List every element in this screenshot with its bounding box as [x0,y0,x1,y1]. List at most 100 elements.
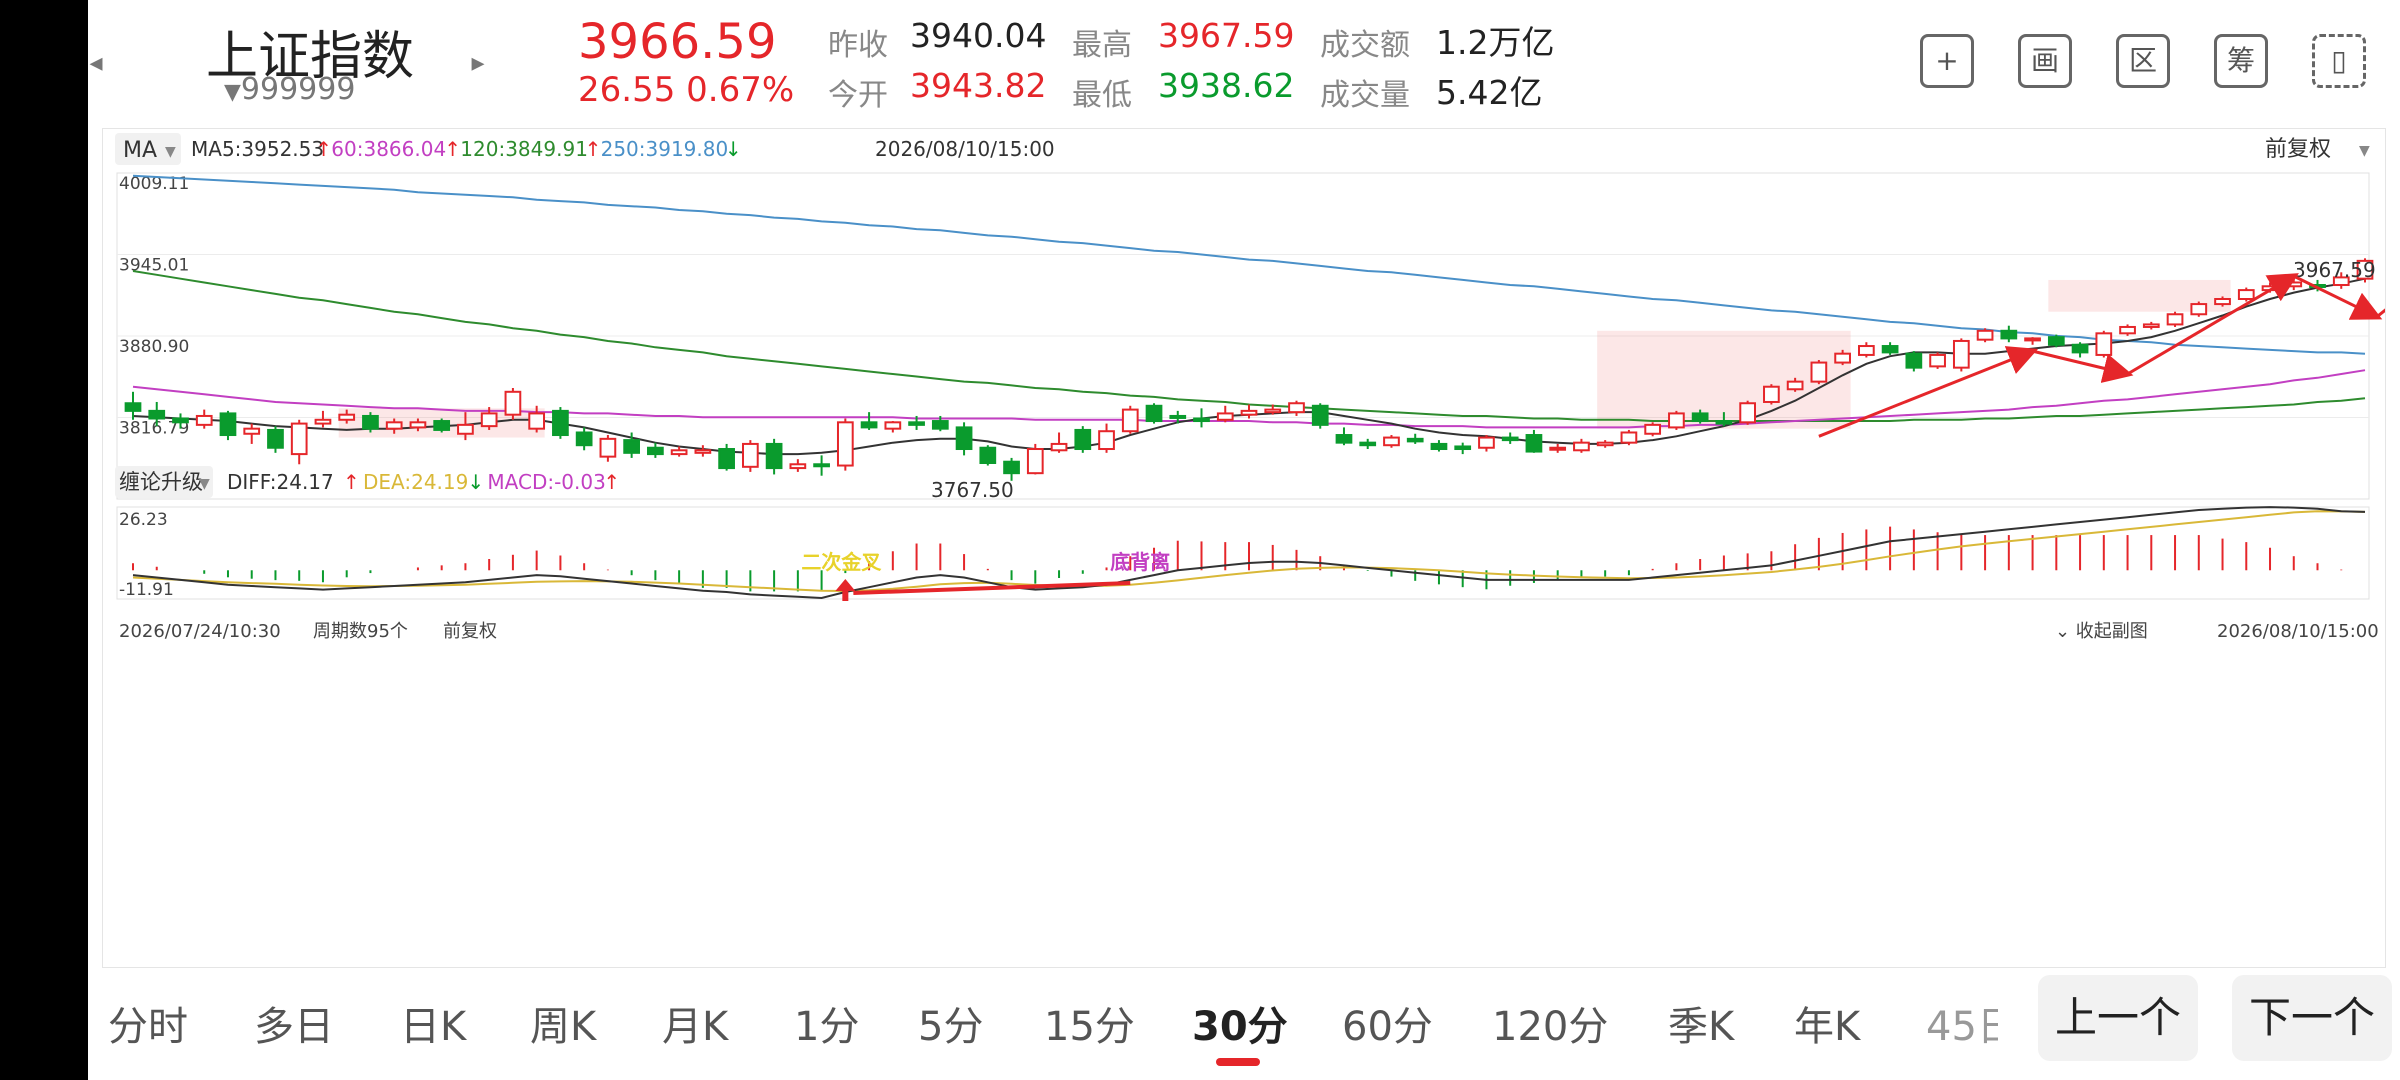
next-stock-arrow-icon[interactable]: ▸ [471,48,485,78]
y-axis-label: 3945.01 [119,256,189,276]
tab-quarter-k[interactable]: 季K [1668,1004,1735,1050]
quote-value-high: 3967.59 [1158,16,1295,55]
tab-120min[interactable]: 120分 [1492,1004,1609,1050]
multi-window-icon[interactable]: ▯ [2312,34,2366,88]
candle-up [599,437,617,458]
candle-up [409,421,427,429]
divergence-line [853,581,1131,595]
candle-up [670,449,688,456]
tab-fenshi[interactable]: 分时 [108,1004,188,1050]
candle-up [1240,409,1258,416]
tab-60min[interactable]: 60分 [1342,1004,1433,1050]
tab-1min[interactable]: 1分 [794,1004,860,1050]
indicator-button [115,466,213,498]
chips-icon[interactable]: 筹 [2214,34,2268,88]
buy-signal-icon [835,579,856,591]
indicator-dropdown-icon: ▼ [199,476,210,492]
prev-stock-arrow-icon[interactable]: ◂ [89,48,103,78]
candle-down [908,421,925,426]
macd-top-label: 26.23 [119,510,168,530]
candle-down [552,409,569,437]
golden-cross-label: 二次金叉 [801,550,882,574]
candle-down [1905,352,1923,369]
tab-45day[interactable]: 45日 [1926,1004,1998,1050]
current-price: 3966.59 [578,14,777,70]
period-count: 周期数95个 [313,621,408,642]
quote-value-prev-close: 3940.04 [910,16,1047,55]
candle-up [1383,436,1400,447]
tab-year-k[interactable]: 年K [1794,1004,1861,1050]
quote-label-open: 今开 [828,78,888,113]
tab-5min[interactable]: 5分 [918,1004,984,1050]
candle-up [2166,313,2184,326]
tab-week-k[interactable]: 周K [530,1004,597,1050]
change-amount: 26.55 [578,70,676,110]
candle-down [1430,442,1448,451]
range-icon[interactable]: 区 [2116,34,2170,88]
plus-icon[interactable]: + [1920,34,1974,88]
candle-up [1952,339,1970,369]
candle-down [1715,420,1733,425]
ma-arrow-3: ↓ [725,137,742,161]
period-tabs: 分时 多日 日K 周K 月K 1分 5分 15分 30分 60分 120分 季K… [88,980,2400,1070]
adjust-dropdown-icon: ▼ [2359,143,2370,159]
candle-up [2237,289,2255,300]
candle-up [2356,259,2374,280]
start-datetime: 2026/07/24/10:30 [119,621,281,642]
ma-arrow-1: ↑ [444,137,461,161]
dea-line [132,510,2366,593]
candle-up [1121,408,1139,433]
adjust-label: 前复权 [2265,137,2331,162]
y-axis-label: 3880.90 [119,337,189,357]
tab-multiday[interactable]: 多日 [254,1004,334,1050]
candle-up [1596,441,1614,447]
draw-icon[interactable]: 画 [2018,34,2072,88]
ma-button-label: MA [123,138,157,163]
indicator-arrow-1: ↓ [467,470,484,494]
candle-down [362,414,379,430]
candle-up [314,418,332,425]
candle-down [647,446,664,456]
kline-chart[interactable]: MA ▼ MA5:3952.53↑ 60:3866.04↑ 120:3849.91↑ 25… [103,129,2400,967]
candle-down [1003,460,1020,475]
candle-up [1620,431,1638,444]
trend-arrow [1818,346,2039,438]
tab-month-k[interactable]: 月K [662,1004,729,1050]
candle-up [457,423,474,435]
ma-value-1: 60:3866.04 [331,137,446,161]
chart-panel[interactable]: MA ▼ MA5:3952.53 ↑ 60:3866.04 ↑ 120:3849.91 ↑ 25… [102,128,2400,968]
ma120-line [132,270,2366,422]
indicator-arrow-2: ↑ [603,470,620,494]
quote-label-volume: 成交量 [1320,78,1410,113]
candle-down [1359,441,1377,447]
ma-button [115,133,181,165]
tab-day-k[interactable]: 日K [400,1004,467,1050]
ma-arrow-0: ↑ [315,137,332,161]
index-code[interactable]: ▼999999 [224,72,355,107]
candle-up [1929,353,1946,368]
tab-30min[interactable]: 30分 [1192,1004,1288,1050]
candle-up [1763,385,1780,403]
candle-up [1644,423,1662,435]
quote-value-turnover: 1.2万亿 [1436,23,1555,62]
tab-15min[interactable]: 15分 [1044,1004,1135,1050]
ma-value-2: 120:3849.91 [460,137,588,161]
candle-down [1335,434,1353,444]
quote-label-turnover: 成交额 [1320,28,1410,63]
next-button[interactable]: 下一个 [2232,975,2392,1061]
indicator-value-1: DEA:24.19 [363,470,468,494]
candle-down [575,431,593,447]
candle-up [694,449,712,454]
index-name: 上证指数 [206,27,415,87]
candle-up [1216,412,1234,421]
trend-arrow [2032,349,2134,383]
candle-up [1478,436,1495,449]
candle-down [765,442,783,470]
candle-down [2000,329,2018,340]
candle-up [884,421,902,430]
quote-label-prev-close: 昨收 [828,28,888,63]
index-code-value: 999999 [240,72,356,107]
candle-down [1145,404,1163,423]
candle-up [2214,297,2231,306]
prev-button[interactable]: 上一个 [2038,975,2198,1061]
